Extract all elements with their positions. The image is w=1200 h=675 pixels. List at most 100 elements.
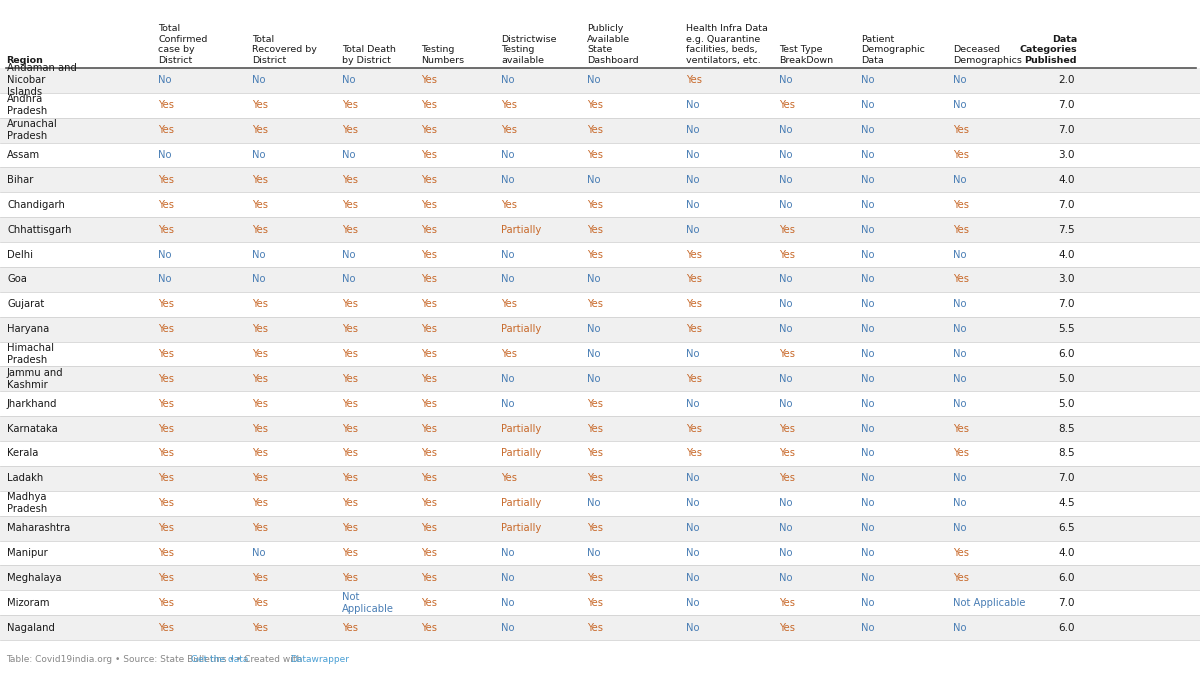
- Text: Yes: Yes: [587, 597, 604, 608]
- Text: No: No: [862, 548, 875, 558]
- Text: Yes: Yes: [252, 125, 269, 135]
- Text: 7.0: 7.0: [1058, 473, 1075, 483]
- Text: 6.5: 6.5: [1058, 523, 1075, 533]
- Text: 7.0: 7.0: [1058, 125, 1075, 135]
- Bar: [0, 317, 1200, 342]
- Bar: [0, 167, 1200, 192]
- Text: Yes: Yes: [421, 473, 437, 483]
- Text: Yes: Yes: [421, 349, 437, 359]
- Text: No: No: [953, 324, 967, 334]
- Text: Yes: Yes: [686, 374, 702, 384]
- Text: No: No: [780, 399, 793, 409]
- Text: No: No: [780, 523, 793, 533]
- Text: No: No: [953, 473, 967, 483]
- Text: Yes: Yes: [158, 200, 174, 210]
- Text: Yes: Yes: [780, 101, 796, 110]
- Text: Yes: Yes: [252, 349, 269, 359]
- Text: 6.0: 6.0: [1058, 622, 1075, 632]
- Text: No: No: [342, 275, 355, 284]
- Text: Yes: Yes: [342, 374, 358, 384]
- Text: Not
Applicable: Not Applicable: [342, 592, 394, 614]
- Text: Yes: Yes: [587, 573, 604, 583]
- Text: Yes: Yes: [587, 125, 604, 135]
- Text: Himachal
Pradesh: Himachal Pradesh: [7, 343, 54, 365]
- Text: No: No: [502, 374, 515, 384]
- Text: Jharkhand: Jharkhand: [7, 399, 58, 409]
- Text: Andhra
Pradesh: Andhra Pradesh: [7, 95, 47, 116]
- Text: Yes: Yes: [421, 523, 437, 533]
- Text: Yes: Yes: [953, 573, 970, 583]
- Text: Yes: Yes: [252, 299, 269, 309]
- Bar: [0, 416, 1200, 441]
- Text: Testing
Numbers: Testing Numbers: [421, 45, 464, 65]
- Text: Yes: Yes: [421, 374, 437, 384]
- Text: No: No: [953, 498, 967, 508]
- Text: 4.0: 4.0: [1058, 548, 1075, 558]
- Text: Yes: Yes: [252, 424, 269, 433]
- Text: Yes: Yes: [252, 622, 269, 632]
- Text: Yes: Yes: [252, 225, 269, 235]
- Text: Yes: Yes: [158, 473, 174, 483]
- Text: 8.5: 8.5: [1058, 448, 1075, 458]
- Text: No: No: [686, 150, 700, 160]
- Text: Chhattisgarh: Chhattisgarh: [7, 225, 72, 235]
- Text: 4.0: 4.0: [1058, 175, 1075, 185]
- Text: No: No: [686, 349, 700, 359]
- Text: Yes: Yes: [421, 125, 437, 135]
- Text: Yes: Yes: [780, 349, 796, 359]
- Text: Partially: Partially: [502, 448, 541, 458]
- Text: Yes: Yes: [342, 225, 358, 235]
- Text: Yes: Yes: [953, 424, 970, 433]
- Text: Partially: Partially: [502, 523, 541, 533]
- Text: No: No: [158, 150, 172, 160]
- Text: No: No: [502, 275, 515, 284]
- Text: Yes: Yes: [342, 448, 358, 458]
- Text: No: No: [502, 597, 515, 608]
- Text: Region: Region: [6, 56, 43, 65]
- Text: No: No: [862, 150, 875, 160]
- Text: No: No: [862, 523, 875, 533]
- Text: Yes: Yes: [780, 597, 796, 608]
- Text: Yes: Yes: [158, 101, 174, 110]
- Text: Yes: Yes: [421, 324, 437, 334]
- Text: 7.0: 7.0: [1058, 101, 1075, 110]
- Text: Yes: Yes: [587, 250, 604, 259]
- Text: Yes: Yes: [158, 399, 174, 409]
- Text: Manipur: Manipur: [7, 548, 48, 558]
- Bar: [0, 590, 1200, 615]
- Text: No: No: [502, 175, 515, 185]
- Text: No: No: [780, 150, 793, 160]
- Text: Yes: Yes: [587, 399, 604, 409]
- Bar: [0, 242, 1200, 267]
- Text: No: No: [158, 275, 172, 284]
- Text: Yes: Yes: [342, 349, 358, 359]
- Text: No: No: [686, 473, 700, 483]
- Bar: [0, 93, 1200, 117]
- Text: Yes: Yes: [158, 299, 174, 309]
- Text: Yes: Yes: [780, 622, 796, 632]
- Text: Yes: Yes: [158, 523, 174, 533]
- Text: Yes: Yes: [502, 473, 517, 483]
- Text: Partially: Partially: [502, 225, 541, 235]
- Text: Yes: Yes: [252, 399, 269, 409]
- Text: 7.0: 7.0: [1058, 299, 1075, 309]
- Text: Yes: Yes: [342, 573, 358, 583]
- Text: Chandigarh: Chandigarh: [7, 200, 65, 210]
- Text: No: No: [502, 250, 515, 259]
- Text: Yes: Yes: [252, 175, 269, 185]
- Text: Yes: Yes: [158, 448, 174, 458]
- Text: No: No: [252, 275, 266, 284]
- Text: Yes: Yes: [953, 200, 970, 210]
- Text: No: No: [342, 250, 355, 259]
- Text: Yes: Yes: [686, 250, 702, 259]
- Bar: [0, 491, 1200, 516]
- Text: No: No: [587, 498, 601, 508]
- Text: Yes: Yes: [953, 125, 970, 135]
- Bar: [0, 267, 1200, 292]
- Text: Yes: Yes: [686, 299, 702, 309]
- Text: Ladakh: Ladakh: [7, 473, 43, 483]
- Text: Yes: Yes: [342, 200, 358, 210]
- Text: Yes: Yes: [158, 573, 174, 583]
- Text: No: No: [862, 424, 875, 433]
- Text: No: No: [502, 150, 515, 160]
